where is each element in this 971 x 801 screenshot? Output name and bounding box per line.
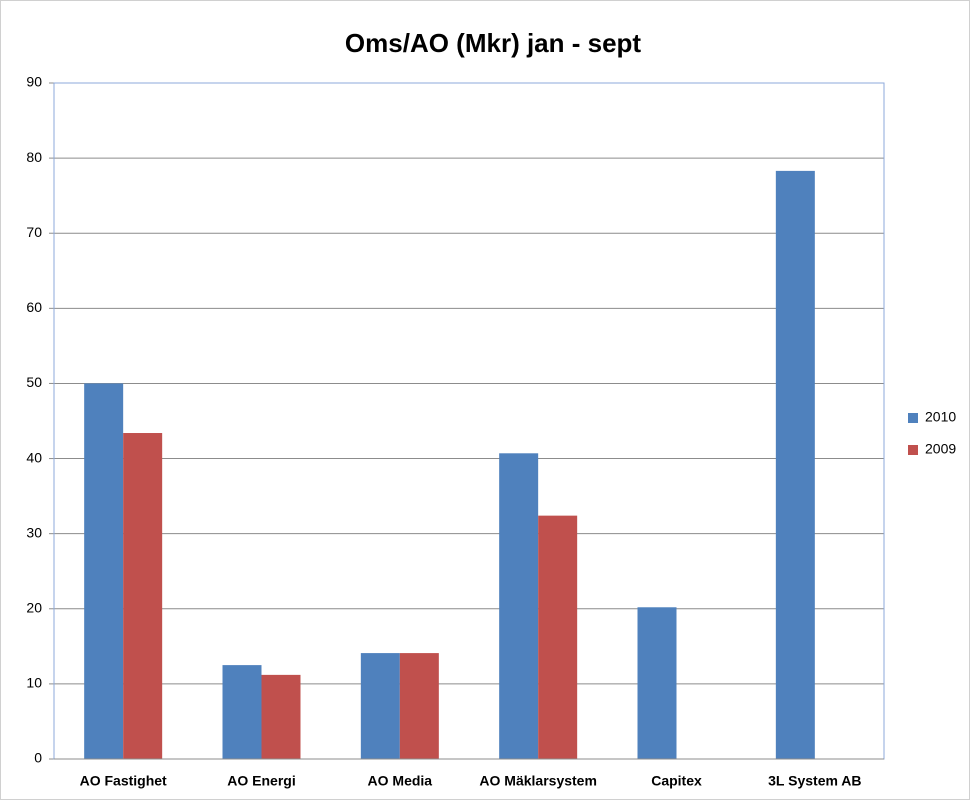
bar [123,433,163,759]
legend-label: 2010 [925,409,956,425]
y-tick-label: 0 [34,750,42,766]
bar [637,607,677,759]
y-tick-label: 80 [26,149,42,165]
bar [84,383,124,759]
y-tick-label: 10 [26,675,42,691]
bar [222,665,262,759]
y-tick-label: 50 [26,374,42,390]
bar [775,170,815,759]
chart-title: Oms/AO (Mkr) jan - sept [345,28,641,58]
y-tick-label: 20 [26,599,42,615]
y-tick-label: 60 [26,299,42,315]
x-tick-label: 3L System AB [768,773,861,789]
x-tick-label: AO Energi [227,773,295,789]
bar [499,453,539,759]
x-tick-label: AO Media [368,773,433,789]
bar [538,515,578,759]
y-tick-label: 40 [26,449,42,465]
legend-label: 2009 [925,441,956,457]
bar [399,653,439,759]
x-tick-label: AO Fastighet [80,773,167,789]
x-tick-label: Capitex [651,773,702,789]
bar [360,653,400,759]
y-tick-label: 70 [26,224,42,240]
x-tick-label: AO Mäklarsystem [479,773,597,789]
y-tick-label: 90 [26,74,42,90]
y-tick-label: 30 [26,524,42,540]
legend-swatch [908,445,918,455]
bar [261,674,301,759]
legend-swatch [908,413,918,423]
